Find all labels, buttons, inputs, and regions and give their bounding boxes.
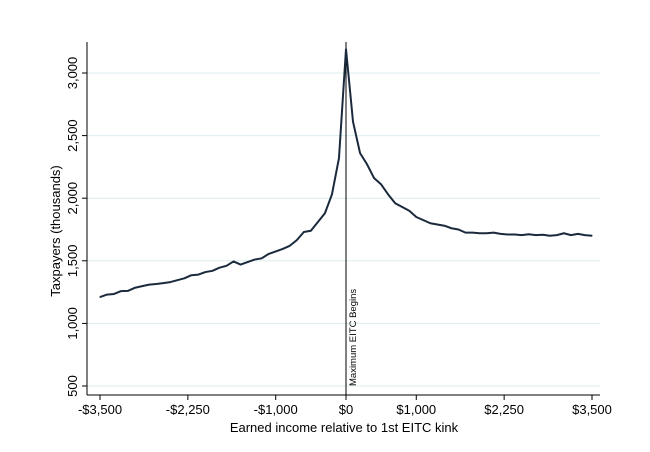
data-point [422, 219, 424, 221]
data-point [408, 210, 410, 212]
data-point [204, 271, 207, 273]
data-point [120, 290, 122, 292]
data-point [282, 248, 284, 250]
data-point [303, 231, 305, 233]
data-point [218, 267, 221, 269]
data-point [239, 263, 242, 266]
x-tick-label: -$1,000 [254, 402, 298, 417]
data-point [211, 270, 214, 272]
data-point [570, 234, 572, 236]
data-point [556, 234, 558, 236]
data-point [528, 233, 530, 235]
data-point [450, 227, 453, 229]
data-point [352, 121, 354, 123]
data-point [190, 274, 192, 276]
data-point [338, 157, 340, 159]
data-point [549, 235, 551, 237]
data-point [345, 48, 347, 50]
data-point [366, 163, 368, 165]
data-point [535, 234, 537, 236]
data-point [176, 279, 178, 281]
data-point [542, 234, 544, 236]
data-point [521, 234, 523, 236]
data-point [429, 222, 431, 224]
data-point [331, 193, 333, 196]
x-tick-label: -$2,250 [166, 402, 210, 417]
data-point [478, 232, 481, 234]
x-tick-label: $0 [339, 402, 353, 417]
data-point [162, 282, 164, 284]
data-point [261, 257, 263, 259]
data-point [127, 290, 129, 292]
data-point [275, 250, 277, 253]
data-point [500, 233, 502, 235]
y-axis-title: Taxpayers (thousands) [48, 165, 63, 297]
data-point [443, 225, 445, 227]
data-point [317, 221, 319, 223]
data-point [380, 183, 382, 186]
data-point [141, 285, 143, 287]
data-point [148, 283, 150, 286]
y-tick-label: 500 [65, 375, 80, 397]
data-point [507, 233, 509, 236]
data-point [514, 233, 516, 236]
data-point [563, 232, 565, 234]
data-point [197, 273, 199, 276]
data-point [436, 223, 438, 226]
data-point [183, 277, 185, 279]
x-tick-label: $3,500 [572, 402, 612, 417]
data-point [464, 232, 467, 234]
data-point [359, 152, 361, 154]
data-point [373, 177, 375, 179]
data-point [401, 206, 403, 208]
annotation-layer: Maximum EITC Begins [345, 42, 359, 395]
data-point [254, 258, 256, 261]
y-tick-label: 2,000 [65, 182, 80, 215]
data-point [106, 294, 108, 296]
tick-labels: 500 1,000 1,500 2,000 2,500 3,000 -$3,500 -$2,2… [65, 57, 612, 417]
data-point [310, 230, 312, 232]
data-point [415, 216, 417, 218]
data-point [268, 253, 270, 255]
data-point [134, 287, 136, 289]
data-point [324, 212, 326, 214]
data-point [394, 202, 396, 204]
x-tick-label: -$3,500 [78, 402, 122, 417]
x-tick-label: $1,000 [396, 402, 436, 417]
y-tick-label: 3,000 [65, 57, 80, 90]
data-point [485, 232, 488, 234]
data-point [113, 293, 115, 295]
data-point [225, 265, 228, 267]
y-tick-label: 1,000 [65, 307, 80, 340]
data-point [493, 232, 495, 234]
series-layer [99, 48, 593, 299]
data-point [387, 193, 389, 196]
data-point [232, 260, 235, 263]
data-point [296, 239, 298, 241]
annotation-label: Maximum EITC Begins [348, 289, 359, 386]
y-tick-label: 1,500 [65, 245, 80, 278]
data-point [247, 261, 249, 263]
data-point [169, 281, 171, 283]
data-point [457, 228, 460, 231]
data-point [99, 296, 101, 298]
y-tick-label: 2,500 [65, 119, 80, 152]
x-axis-title: Earned income relative to 1st EITC kink [230, 420, 459, 435]
x-tick-label: $2,250 [484, 402, 524, 417]
axes [82, 42, 600, 400]
data-point [577, 233, 579, 235]
data-point [289, 245, 291, 247]
data-point [591, 235, 593, 237]
data-point [155, 283, 157, 285]
data-point [584, 234, 586, 236]
data-point [471, 232, 474, 234]
